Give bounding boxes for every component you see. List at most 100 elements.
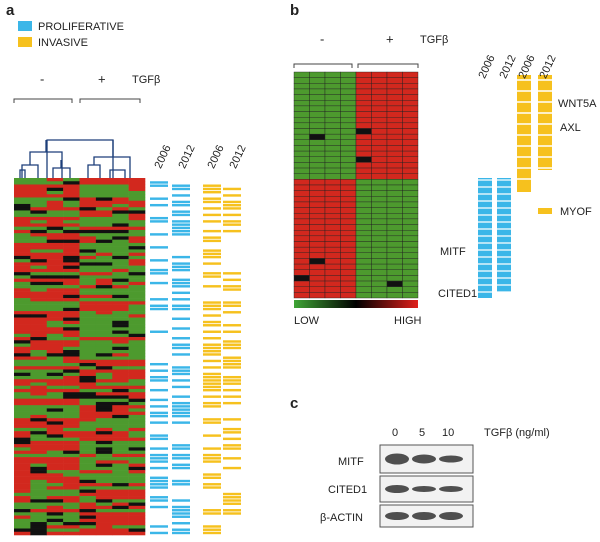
heatmap-cell [128, 291, 146, 296]
heatmap-cell [128, 369, 146, 374]
dose-label: 10 [442, 427, 454, 439]
heatmap-cell [95, 242, 113, 247]
heatmap-cell [30, 424, 48, 429]
heatmap-cell [30, 388, 48, 393]
heatmap-cell [63, 249, 80, 253]
heatmap-cell [63, 223, 80, 227]
heatmap-cell [46, 489, 64, 494]
heatmap-cell [95, 408, 113, 412]
heatmap-cell [46, 216, 64, 221]
heatmap-cell [371, 258, 388, 265]
gene-mark [203, 528, 221, 531]
gene-bar [538, 75, 552, 170]
heatmap-cell [63, 408, 80, 412]
gene-mark [223, 200, 241, 204]
gene-mark [203, 239, 221, 243]
heatmap-cell [128, 304, 146, 309]
heatmap-cell [112, 246, 129, 250]
heatmap-cell [128, 346, 146, 351]
gene-mark [203, 314, 221, 317]
heatmap-cell [63, 236, 80, 240]
heatmap-cell [95, 424, 113, 429]
heatmap-cell [63, 424, 80, 429]
heatmap-cell [371, 77, 388, 84]
heatmap-cell [46, 427, 64, 432]
heatmap-cell [128, 405, 146, 409]
heatmap-cell [79, 311, 97, 315]
heatmap-cell [95, 388, 113, 393]
heatmap-cell [46, 301, 64, 305]
heatmap-cell [46, 473, 64, 477]
heatmap-cell [128, 473, 146, 477]
heatmap-cell [95, 275, 113, 279]
heatmap-cell [309, 145, 326, 152]
heatmap-cell [79, 268, 97, 273]
heatmap-cell [112, 262, 129, 266]
heatmap-cell [128, 509, 146, 513]
gene-mark [223, 457, 241, 460]
heatmap-cell [14, 427, 31, 432]
heatmap-cell [63, 483, 80, 487]
heatmap-cell [14, 405, 31, 409]
gene-mark [223, 324, 241, 327]
heatmap-cell [402, 275, 419, 282]
heatmap-cell [293, 133, 310, 140]
heatmap-cell [309, 133, 326, 140]
heatmap-cell [112, 515, 129, 520]
heatmap-cell [355, 241, 372, 248]
heatmap-cell [63, 502, 80, 507]
heatmap-cell [63, 460, 80, 464]
gene-mark [172, 304, 190, 308]
heatmap-cell [14, 359, 31, 364]
heatmap-cell [30, 343, 48, 348]
heatmap-cell [14, 431, 31, 435]
heatmap-cell [112, 353, 129, 357]
heatmap-cell [355, 116, 372, 124]
heatmap-cell [95, 447, 113, 451]
heatmap-cell [293, 286, 310, 293]
heatmap-cell [79, 379, 97, 383]
heatmap-cell [128, 239, 146, 244]
heatmap-cell [386, 139, 403, 146]
heatmap-cell [340, 235, 357, 242]
heatmap-cell [402, 179, 419, 186]
heatmap-cell [355, 105, 372, 112]
heatmap-cell [402, 145, 419, 152]
heatmap-cell [293, 229, 310, 237]
heatmap-cell [79, 298, 97, 302]
heatmap-cell [128, 337, 146, 341]
heatmap-cell [79, 398, 97, 403]
heatmap-cell [128, 431, 146, 435]
treatment-label: TGFβ [420, 34, 448, 46]
heatmap-cell [63, 340, 80, 344]
heatmap-cell [46, 453, 64, 458]
gene-mark [172, 265, 190, 269]
heatmap-cell [309, 269, 326, 276]
heatmap-cell [309, 156, 326, 163]
heatmap-cell [293, 179, 310, 186]
heatmap-cell [340, 122, 357, 129]
heatmap-cell [30, 291, 48, 296]
heatmap-cell [112, 479, 129, 484]
heatmap-cell [46, 382, 64, 387]
heatmap-cell [355, 263, 372, 270]
heatmap-cell [386, 133, 403, 140]
heatmap-cell [79, 272, 97, 276]
heatmap-cell [309, 275, 326, 282]
heatmap-cell [95, 207, 113, 211]
heatmap-cell [128, 476, 146, 481]
heatmap-cell [95, 401, 113, 406]
heatmap-cell [63, 447, 80, 451]
heatmap-cell [63, 431, 80, 435]
heatmap-cell [112, 476, 129, 481]
heatmap-cell [355, 286, 372, 293]
legend-swatch [18, 37, 32, 47]
gene-mark [172, 528, 190, 531]
gene-mark [203, 220, 221, 223]
heatmap-cell [402, 286, 419, 293]
heatmap-cell [95, 340, 113, 344]
heatmap-cell [14, 252, 31, 257]
heatmap-cell [371, 156, 388, 163]
heatmap-cell [79, 291, 97, 296]
